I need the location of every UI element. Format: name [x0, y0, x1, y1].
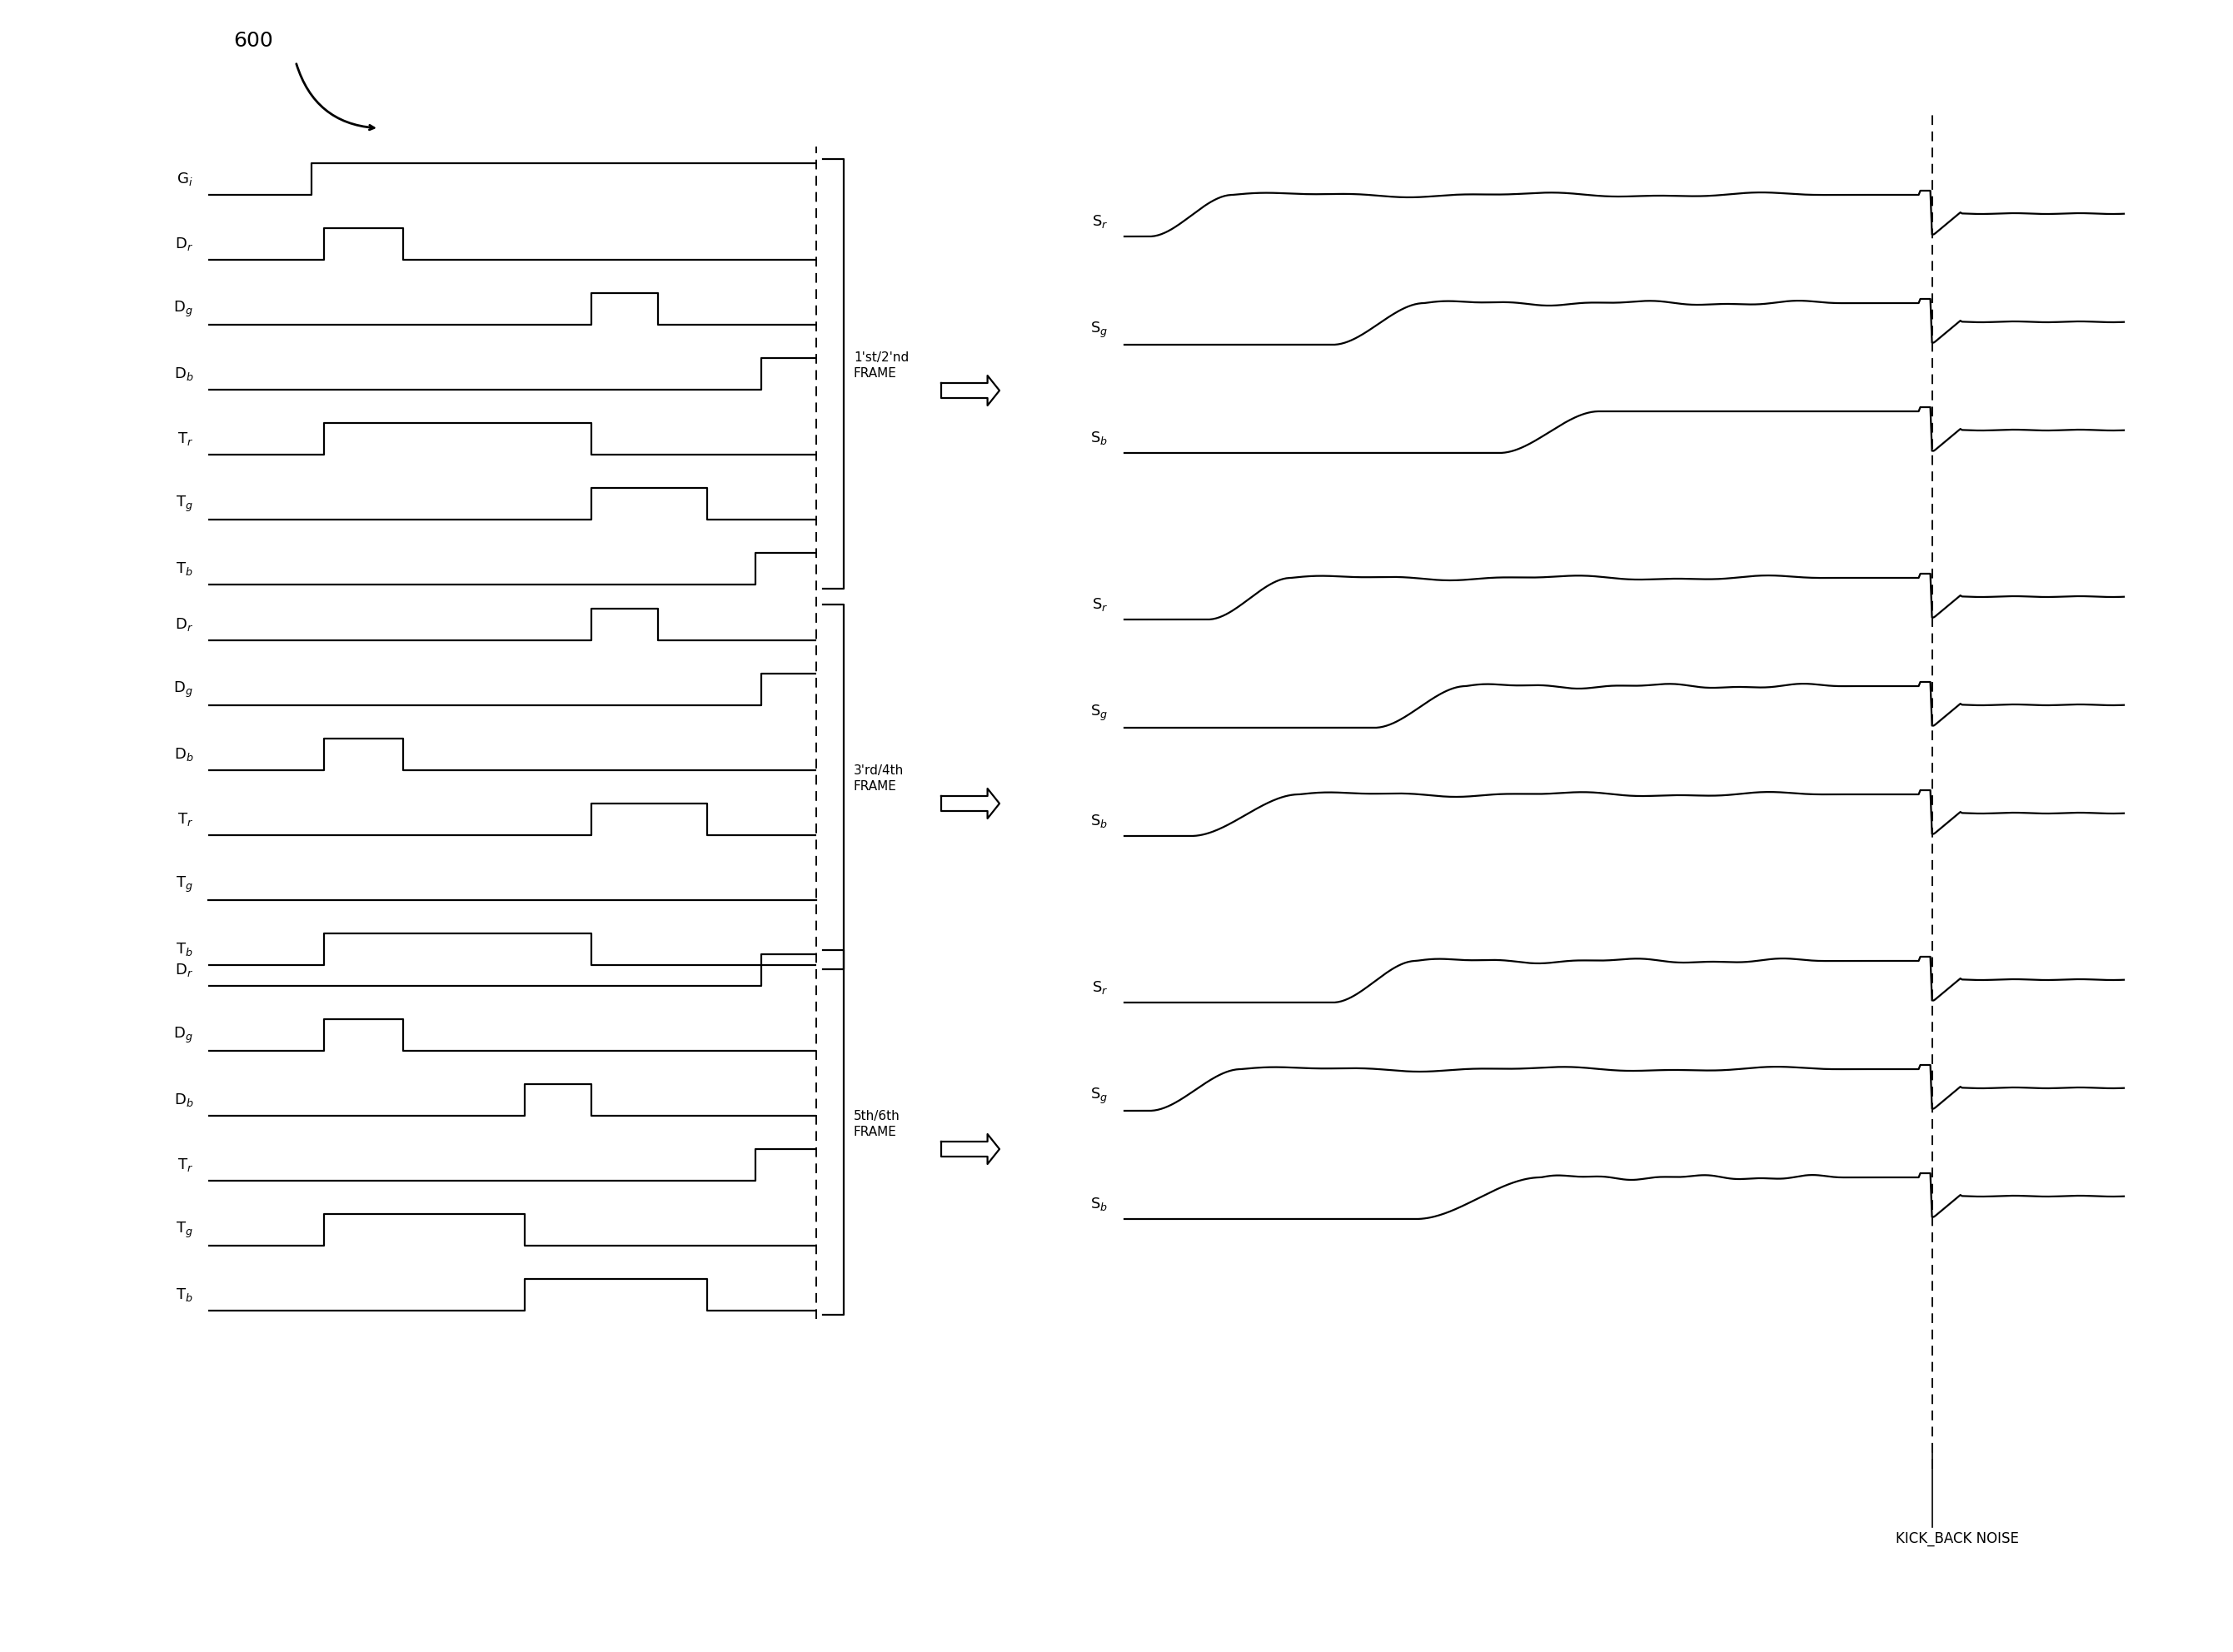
Text: S$_b$: S$_b$	[1090, 1196, 1108, 1213]
Text: T$_b$: T$_b$	[176, 1287, 194, 1303]
Text: 5th/6th
FRAME: 5th/6th FRAME	[853, 1110, 900, 1138]
Text: D$_g$: D$_g$	[174, 299, 194, 319]
Text: S$_g$: S$_g$	[1090, 320, 1108, 340]
Text: G$_i$: G$_i$	[176, 170, 194, 187]
Text: D$_r$: D$_r$	[174, 961, 194, 978]
Text: 1'st/2'nd
FRAME: 1'st/2'nd FRAME	[853, 352, 909, 380]
Text: D$_g$: D$_g$	[174, 679, 194, 699]
Text: S$_r$: S$_r$	[1092, 980, 1108, 996]
Text: S$_g$: S$_g$	[1090, 704, 1108, 724]
Text: KICK_BACK NOISE: KICK_BACK NOISE	[1896, 1531, 2019, 1546]
Text: S$_r$: S$_r$	[1092, 213, 1108, 230]
Text: 600: 600	[232, 31, 272, 51]
Text: T$_r$: T$_r$	[176, 811, 194, 828]
Text: T$_b$: T$_b$	[176, 942, 194, 958]
Text: D$_g$: D$_g$	[174, 1026, 194, 1044]
Text: D$_r$: D$_r$	[174, 616, 194, 633]
Text: T$_b$: T$_b$	[176, 560, 194, 577]
Text: S$_b$: S$_b$	[1090, 813, 1108, 829]
Text: 3'rd/4th
FRAME: 3'rd/4th FRAME	[853, 765, 904, 793]
Text: T$_g$: T$_g$	[176, 494, 194, 514]
Text: T$_r$: T$_r$	[176, 431, 194, 448]
Text: S$_b$: S$_b$	[1090, 430, 1108, 446]
Text: D$_b$: D$_b$	[174, 365, 194, 382]
Text: T$_r$: T$_r$	[176, 1156, 194, 1173]
Text: T$_g$: T$_g$	[176, 1221, 194, 1239]
Text: D$_b$: D$_b$	[174, 747, 194, 763]
Text: S$_g$: S$_g$	[1090, 1087, 1108, 1105]
Text: S$_r$: S$_r$	[1092, 596, 1108, 613]
Text: D$_r$: D$_r$	[174, 236, 194, 253]
Text: D$_b$: D$_b$	[174, 1092, 194, 1108]
Text: T$_g$: T$_g$	[176, 874, 194, 894]
